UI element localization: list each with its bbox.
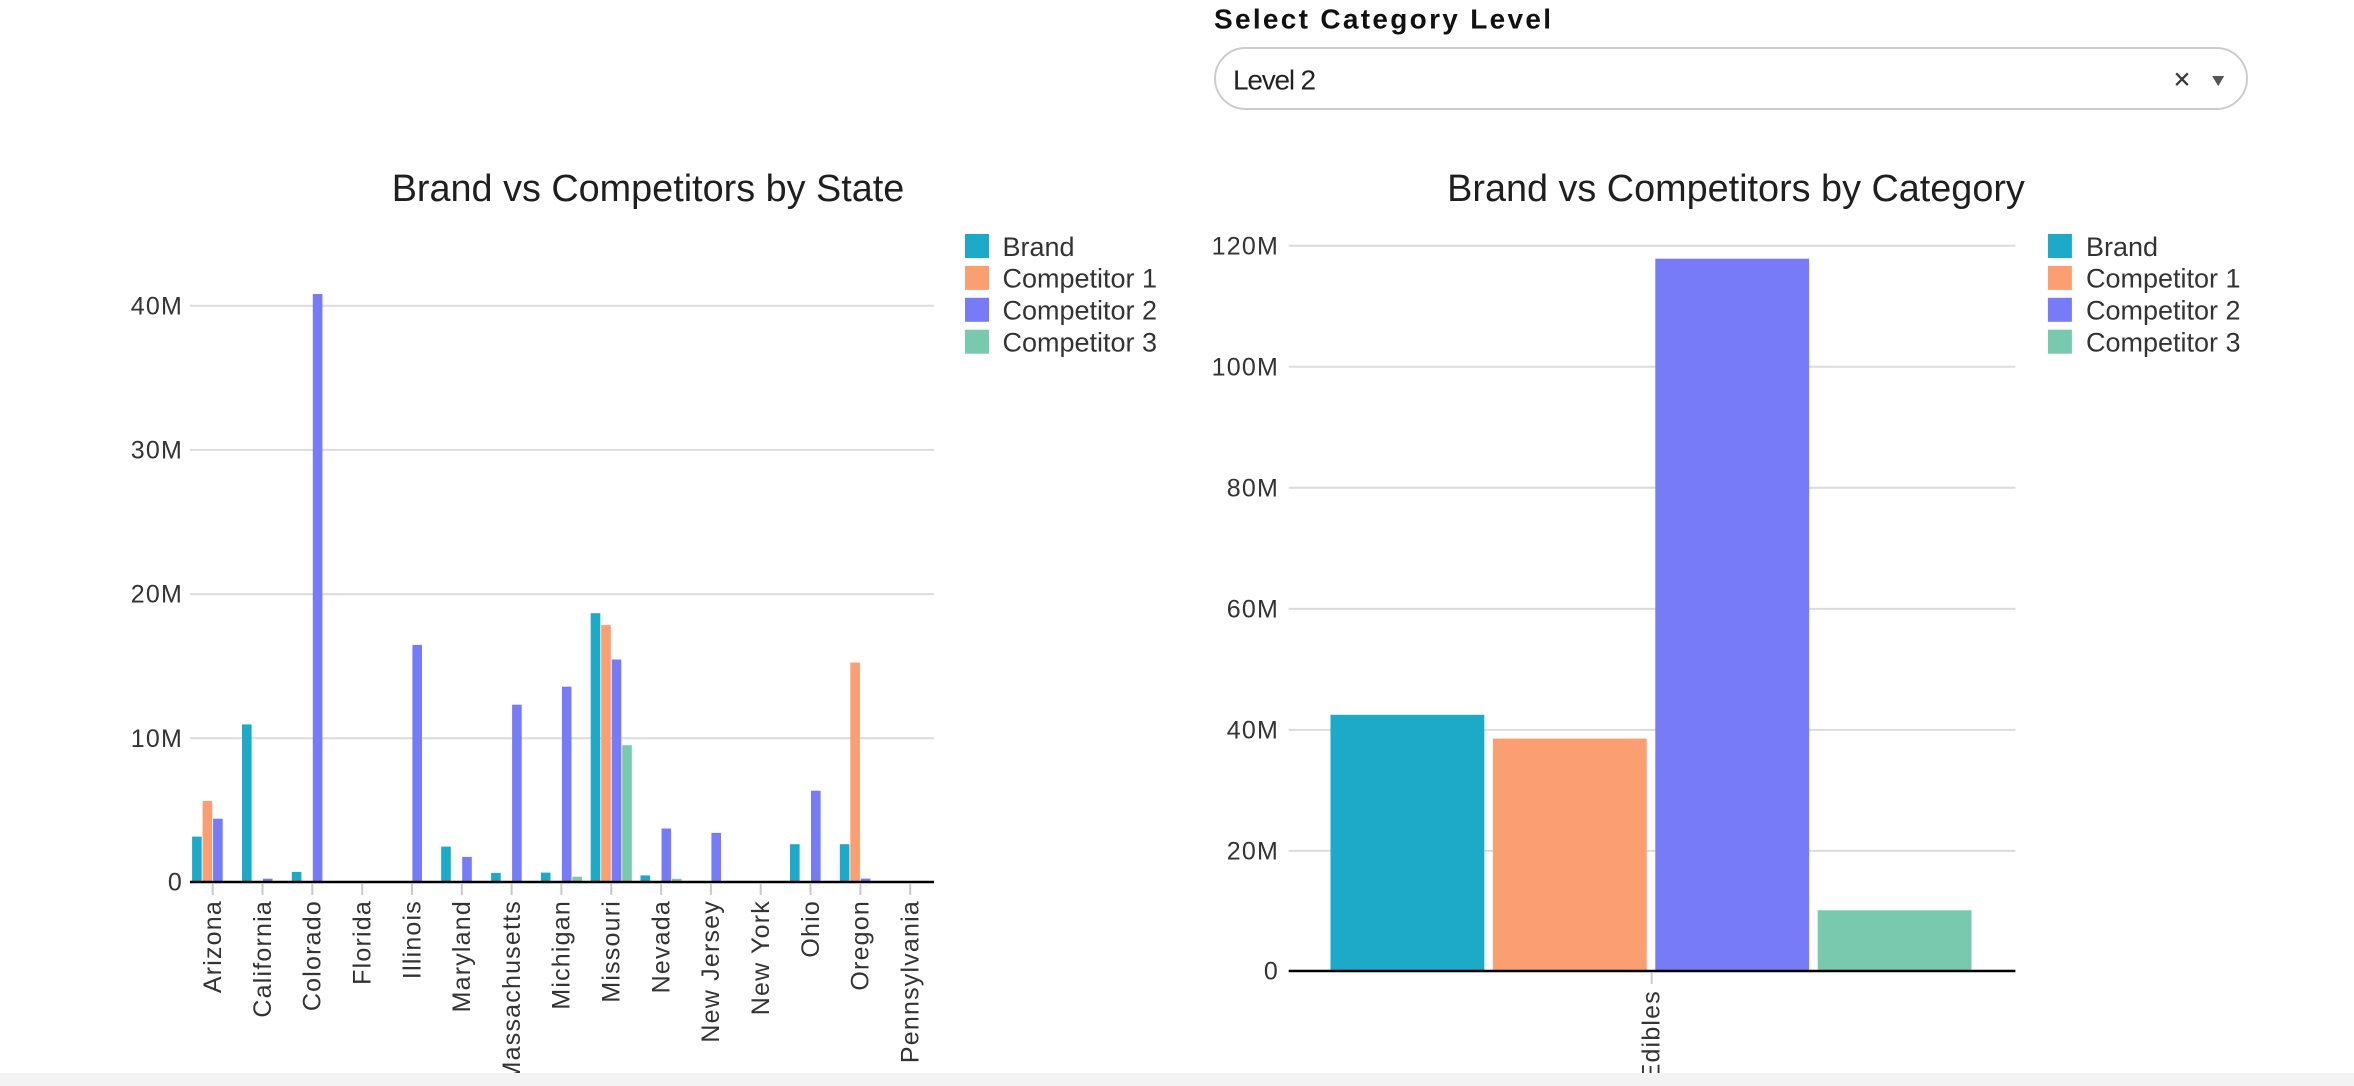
svg-text:0: 0 (1264, 958, 1279, 986)
svg-text:Edibles: Edibles (1638, 990, 1666, 1080)
svg-text:Illinois: Illinois (398, 900, 426, 979)
svg-text:Colorado: Colorado (299, 900, 327, 1011)
svg-text:Missouri: Missouri (598, 900, 626, 1003)
svg-text:Ohio: Ohio (797, 900, 825, 958)
svg-text:Competitor 1: Competitor 1 (1003, 264, 1158, 294)
svg-text:Florida: Florida (349, 900, 377, 985)
svg-text:Nevada: Nevada (647, 900, 675, 993)
svg-text:New York: New York (747, 900, 775, 1015)
svg-text:Brand: Brand (1003, 232, 1075, 262)
svg-text:120M: 120M (1212, 232, 1279, 260)
svg-text:Brand: Brand (2086, 232, 2158, 262)
svg-text:Competitor 2: Competitor 2 (1003, 296, 1158, 326)
svg-text:Competitor 2: Competitor 2 (2086, 296, 2241, 326)
svg-text:40M: 40M (1227, 717, 1279, 745)
svg-text:Competitor 1: Competitor 1 (2086, 264, 2241, 294)
svg-text:20M: 20M (131, 581, 183, 609)
svg-text:Brand vs Competitors by Catego: Brand vs Competitors by Category (1447, 168, 2025, 210)
svg-text:100M: 100M (1212, 353, 1279, 381)
svg-text:California: California (249, 900, 277, 1018)
svg-text:Pennsylvania: Pennsylvania (897, 900, 925, 1063)
svg-text:20M: 20M (1227, 838, 1279, 866)
svg-text:Select Category Level: Select Category Level (1214, 4, 1553, 35)
svg-text:30M: 30M (131, 437, 183, 465)
svg-text:80M: 80M (1227, 474, 1279, 502)
svg-text:Brand vs Competitors by State: Brand vs Competitors by State (392, 168, 905, 210)
svg-text:Arizona: Arizona (199, 900, 227, 993)
svg-text:40M: 40M (131, 292, 183, 320)
svg-text:Competitor 3: Competitor 3 (1003, 328, 1158, 358)
svg-text:Michigan: Michigan (548, 900, 576, 1010)
svg-text:Maryland: Maryland (448, 900, 476, 1012)
svg-text:60M: 60M (1227, 596, 1279, 624)
svg-text:Oregon: Oregon (847, 900, 875, 991)
svg-text:Competitor 3: Competitor 3 (2086, 328, 2241, 358)
svg-text:Level 2: Level 2 (1233, 65, 1316, 96)
svg-text:New Jersey: New Jersey (697, 900, 725, 1043)
svg-text:Massachusetts: Massachusetts (498, 900, 526, 1082)
svg-text:10M: 10M (131, 725, 183, 753)
svg-text:0: 0 (168, 869, 183, 897)
